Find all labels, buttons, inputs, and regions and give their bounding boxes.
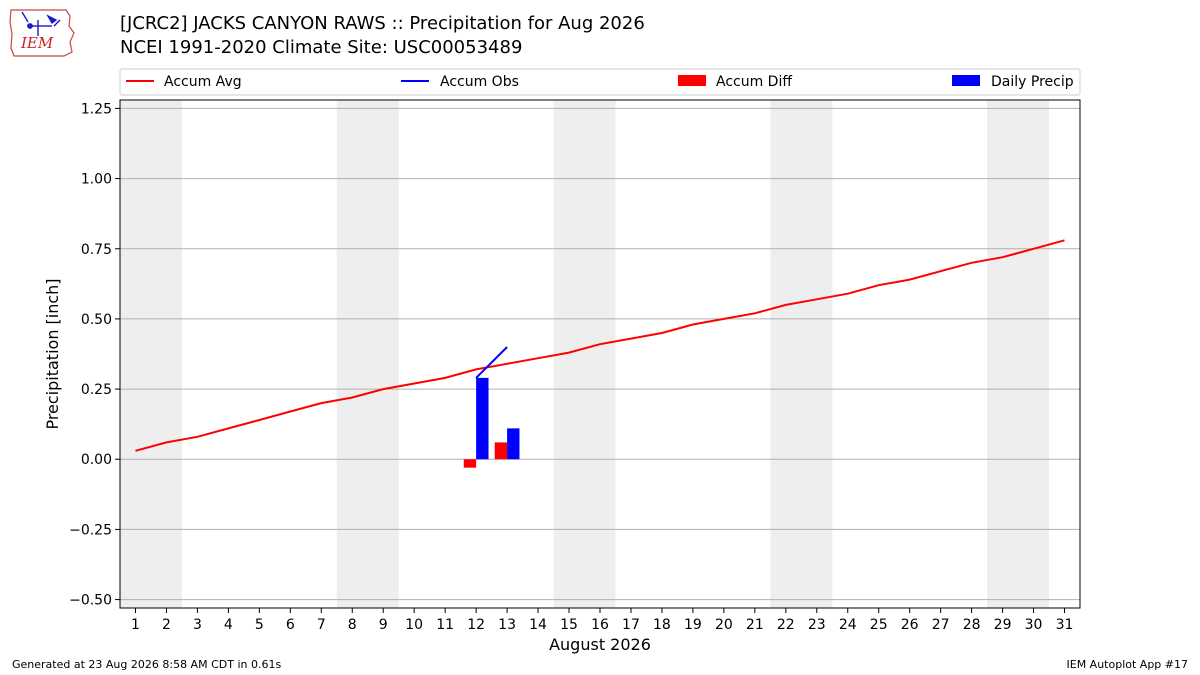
x-tick-label: 3 — [193, 617, 202, 633]
x-tick-label: 5 — [255, 617, 264, 633]
daily-precip-bar — [507, 428, 520, 460]
x-tick-label: 20 — [715, 617, 733, 633]
x-axis-label: August 2026 — [549, 635, 651, 654]
x-tick-label: 17 — [622, 617, 640, 633]
x-tick-label: 25 — [870, 617, 888, 633]
x-tick-label: 22 — [777, 617, 795, 633]
x-tick-label: 26 — [901, 617, 919, 633]
y-tick-label: 0.50 — [81, 312, 112, 328]
x-tick-label: 4 — [224, 617, 233, 633]
y-axis-label: Precipitation [inch] — [43, 278, 62, 429]
lines-layer — [135, 239, 1065, 452]
legend-daily-precip-label: Daily Precip — [991, 74, 1074, 90]
y-tick-label: 1.00 — [81, 172, 112, 188]
x-tick-label: 12 — [467, 617, 485, 633]
legend-accum-avg-label: Accum Avg — [164, 74, 242, 90]
legend-accum-diff-label: Accum Diff — [716, 74, 792, 90]
x-tick-label: 1 — [131, 617, 140, 633]
x-tick-label: 13 — [498, 617, 516, 633]
x-axis-ticks: 1 2 3 4 5 6 7 8 9 10 11 12 13 14 15 16 17 18 19 20 21 22 23 24 2… — [131, 608, 1073, 633]
y-tick-label: 1.25 — [81, 101, 112, 117]
legend-accum-diff-swatch — [678, 75, 706, 86]
x-tick-label: 14 — [529, 617, 547, 633]
logo-text: IEM — [20, 34, 54, 52]
x-tick-label: 2 — [162, 617, 171, 633]
legend-accum-obs-label: Accum Obs — [440, 74, 519, 90]
weekend-band — [770, 100, 833, 608]
iem-logo: IEM — [9, 9, 75, 57]
x-tick-label: 19 — [684, 617, 702, 633]
chart-title: [JCRC2] JACKS CANYON RAWS :: Precipitati… — [120, 13, 645, 34]
weekend-bands — [120, 100, 1050, 608]
x-tick-label: 10 — [405, 617, 423, 633]
legend: Accum Avg Accum Obs Accum Diff Daily Pre… — [119, 68, 1081, 96]
x-tick-label: 29 — [994, 617, 1012, 633]
legend-frame — [119, 68, 1081, 96]
footer-app-text: IEM Autoplot App #17 — [1066, 658, 1189, 671]
y-axis-ticks: −0.50 −0.25 0.00 0.25 0.50 0.75 1.00 1.25 — [69, 101, 120, 609]
accum-obs-line — [475, 346, 508, 379]
footer-generated-text: Generated at 23 Aug 2026 8:58 AM CDT in … — [12, 658, 282, 671]
accum-diff-bar — [494, 442, 508, 460]
x-tick-label: 7 — [317, 617, 326, 633]
x-tick-label: 9 — [379, 617, 388, 633]
accum-diff-bar — [463, 459, 477, 468]
x-tick-label: 15 — [560, 617, 578, 633]
x-tick-label: 23 — [808, 617, 826, 633]
weekend-band — [120, 100, 182, 608]
x-tick-label: 31 — [1056, 617, 1074, 633]
y-tick-label: 0.75 — [81, 242, 112, 258]
x-tick-label: 24 — [839, 617, 857, 633]
x-tick-label: 30 — [1025, 617, 1043, 633]
y-tick-label: 0.00 — [81, 452, 112, 468]
x-tick-label: 16 — [591, 617, 609, 633]
grid-lines — [120, 107, 1080, 601]
x-tick-label: 27 — [932, 617, 950, 633]
legend-daily-precip-swatch — [952, 75, 980, 86]
bars-layer — [463, 377, 520, 468]
x-tick-label: 8 — [348, 617, 357, 633]
x-tick-label: 6 — [286, 617, 295, 633]
x-tick-label: 18 — [653, 617, 671, 633]
x-tick-label: 28 — [963, 617, 981, 633]
daily-precip-bar — [476, 377, 489, 460]
x-tick-label: 21 — [746, 617, 764, 633]
y-tick-label: 0.25 — [81, 382, 112, 398]
weekend-band — [987, 100, 1050, 608]
weather-station-icon — [21, 11, 61, 36]
x-tick-label: 11 — [436, 617, 454, 633]
accum-avg-line — [135, 239, 1065, 452]
y-tick-label: −0.50 — [69, 593, 112, 609]
chart-subtitle: NCEI 1991-2020 Climate Site: USC00053489 — [120, 37, 523, 58]
weekend-band — [336, 100, 399, 608]
y-tick-label: −0.25 — [69, 522, 112, 538]
